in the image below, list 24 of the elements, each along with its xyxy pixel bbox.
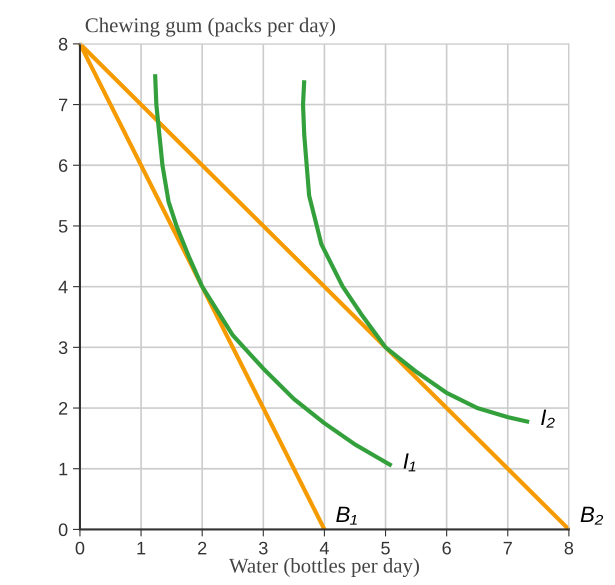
x-axis-title: Water (bottles per day) bbox=[228, 558, 419, 578]
series-label: B₁ bbox=[336, 506, 357, 525]
x-tick-label: 6 bbox=[442, 542, 451, 554]
series-label: I₂ bbox=[541, 410, 555, 428]
y-tick-label: 3 bbox=[58, 341, 68, 354]
x-tick-label: 4 bbox=[320, 542, 329, 554]
x-tick-label: 3 bbox=[258, 542, 268, 554]
y-tick-label: 2 bbox=[59, 402, 68, 415]
series-label: B₂ bbox=[580, 506, 604, 525]
x-tick-label: 5 bbox=[381, 542, 390, 554]
y-tick-label: 5 bbox=[58, 220, 68, 233]
y-tick-label: 1 bbox=[59, 462, 68, 476]
x-tick-label: 1 bbox=[137, 542, 146, 554]
x-tick-label: 2 bbox=[198, 542, 206, 554]
y-tick-label: 7 bbox=[59, 98, 68, 112]
y-tick-label: 0 bbox=[58, 523, 68, 536]
y-tick-label: 8 bbox=[58, 38, 68, 51]
y-tick-label: 4 bbox=[58, 280, 68, 294]
x-tick-label: 0 bbox=[76, 542, 84, 554]
series-label: I₁ bbox=[404, 453, 416, 472]
y-tick-label: 6 bbox=[59, 159, 68, 172]
x-tick-label: 7 bbox=[504, 542, 512, 554]
y-axis-title: Chewing gum (packs per day) bbox=[86, 18, 336, 37]
x-tick-label: 8 bbox=[564, 542, 574, 554]
